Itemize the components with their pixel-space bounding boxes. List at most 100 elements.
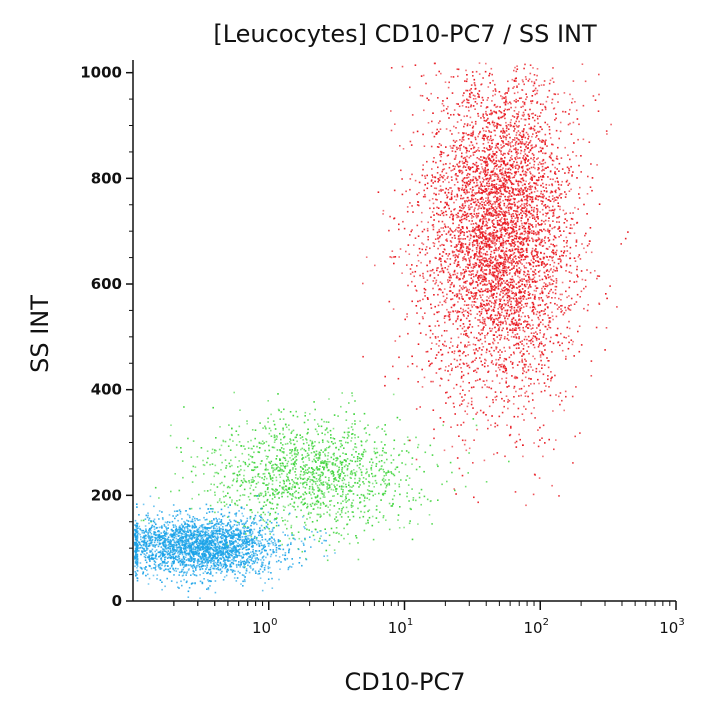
data-point xyxy=(485,284,487,286)
data-point xyxy=(469,237,472,240)
data-point xyxy=(540,241,542,244)
data-point xyxy=(491,257,494,259)
data-point xyxy=(458,241,460,243)
data-point xyxy=(488,244,491,246)
data-point xyxy=(486,253,489,256)
data-point xyxy=(478,230,481,232)
data-point xyxy=(469,248,471,250)
data-point xyxy=(514,147,517,149)
data-point xyxy=(485,269,488,271)
data-point xyxy=(463,132,466,134)
data-point xyxy=(440,227,442,229)
data-point xyxy=(440,188,442,191)
data-point xyxy=(548,321,550,324)
data-point xyxy=(498,240,501,243)
data-point xyxy=(478,250,481,253)
data-point xyxy=(449,216,451,219)
data-point xyxy=(500,186,502,189)
data-point xyxy=(499,294,501,296)
data-point xyxy=(540,112,542,114)
data-point xyxy=(437,336,439,338)
data-point xyxy=(438,220,440,223)
data-point xyxy=(418,322,421,325)
data-point xyxy=(485,212,488,214)
data-point xyxy=(513,86,515,88)
data-point xyxy=(561,342,563,345)
data-point xyxy=(473,236,475,238)
data-point xyxy=(438,240,440,243)
data-point xyxy=(442,295,445,298)
data-point xyxy=(551,279,553,281)
data-point xyxy=(460,216,462,219)
data-point xyxy=(432,182,434,184)
data-point xyxy=(431,342,433,344)
data-point xyxy=(467,291,470,294)
data-point xyxy=(494,111,497,114)
data-point xyxy=(568,341,570,344)
data-point xyxy=(486,138,489,141)
data-point xyxy=(485,158,487,161)
data-point xyxy=(472,343,475,346)
data-point xyxy=(450,306,453,309)
data-point xyxy=(492,308,495,311)
data-point xyxy=(616,306,618,308)
data-point xyxy=(553,253,555,255)
data-point xyxy=(393,256,395,258)
data-point xyxy=(487,117,489,120)
data-point xyxy=(537,316,539,319)
data-point xyxy=(546,285,548,288)
data-point xyxy=(570,272,573,274)
data-point xyxy=(477,147,480,149)
data-point xyxy=(463,304,466,306)
data-point xyxy=(440,349,442,351)
data-point xyxy=(516,210,519,212)
data-point xyxy=(521,413,524,415)
data-point xyxy=(494,289,496,291)
data-point xyxy=(483,278,485,281)
data-point xyxy=(527,287,530,290)
data-point xyxy=(503,162,505,165)
data-point xyxy=(454,273,456,276)
data-point xyxy=(545,283,547,285)
data-point xyxy=(495,160,498,162)
data-point xyxy=(494,147,497,149)
data-point xyxy=(470,386,473,389)
data-point xyxy=(467,196,469,199)
data-point xyxy=(497,282,500,285)
data-point xyxy=(463,181,466,184)
data-point xyxy=(479,314,481,317)
data-point xyxy=(525,216,527,218)
data-point xyxy=(546,296,549,299)
data-point xyxy=(472,195,474,197)
data-point xyxy=(441,255,444,257)
data-point xyxy=(493,237,496,240)
data-point xyxy=(485,200,487,202)
data-point xyxy=(463,310,465,313)
data-point xyxy=(468,447,471,450)
data-point xyxy=(554,302,556,305)
data-point xyxy=(492,294,495,296)
data-point xyxy=(567,307,570,310)
data-point xyxy=(457,147,460,149)
data-point xyxy=(534,308,537,310)
data-point xyxy=(422,164,424,166)
data-point xyxy=(539,439,541,441)
data-point xyxy=(543,195,545,197)
data-point xyxy=(507,187,510,189)
data-point xyxy=(543,173,546,175)
data-point xyxy=(570,339,573,341)
data-point xyxy=(487,233,489,236)
data-point xyxy=(492,225,494,227)
data-point xyxy=(544,212,547,214)
data-point xyxy=(462,314,465,316)
data-point xyxy=(525,78,527,80)
data-point xyxy=(457,132,460,134)
data-point xyxy=(528,186,531,188)
data-point xyxy=(558,225,561,228)
data-point xyxy=(442,104,445,107)
data-point xyxy=(483,236,486,238)
data-point xyxy=(535,313,538,316)
data-point xyxy=(462,374,465,377)
data-point xyxy=(487,188,490,190)
data-point xyxy=(430,380,432,383)
